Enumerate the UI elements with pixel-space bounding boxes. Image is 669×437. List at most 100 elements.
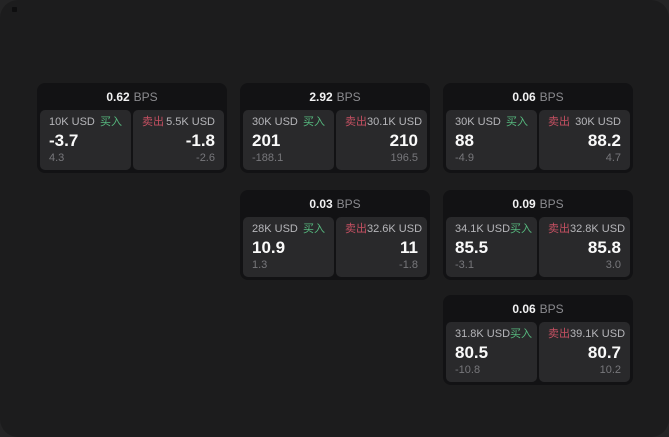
sell-price: 85.8 xyxy=(587,238,621,257)
buy-price: 85.5 xyxy=(455,238,489,257)
card-header: 0.06 BPS xyxy=(443,295,633,322)
buy-panel[interactable]: 34.1K USD 买入 85.5 -3.1 xyxy=(446,217,537,277)
buy-panel[interactable]: 10K USD 买入 -3.7 4.3 xyxy=(40,110,131,170)
quote-panels: 31.8K USD 买入 80.5 -10.8 卖出 39.1K USD 80.… xyxy=(443,322,633,385)
sell-side-label: 卖出 xyxy=(345,116,367,128)
sell-amount: 30K USD xyxy=(575,116,621,128)
buy-header-row: 31.8K USD 买入 xyxy=(455,328,532,340)
buy-side-label: 买入 xyxy=(100,116,122,128)
buy-change: 4.3 xyxy=(49,152,65,164)
sell-side-label: 卖出 xyxy=(345,223,367,235)
sell-panel[interactable]: 卖出 32.6K USD 11 -1.8 xyxy=(336,217,427,277)
sell-header-row: 卖出 30.1K USD xyxy=(345,116,422,128)
card-header: 2.92 BPS xyxy=(240,83,430,110)
sell-amount: 39.1K USD xyxy=(570,328,626,340)
sell-change: 3.0 xyxy=(605,259,621,271)
buy-price: 201 xyxy=(252,131,281,150)
quote-card: 0.09 BPS 34.1K USD 买入 85.5 -3.1 卖出 32.8K… xyxy=(443,190,633,280)
sell-header-row: 卖出 39.1K USD xyxy=(548,328,625,340)
buy-change: 1.3 xyxy=(252,259,268,271)
bps-unit-label: BPS xyxy=(539,196,564,211)
buy-change: -4.9 xyxy=(455,152,474,164)
quote-panels: 10K USD 买入 -3.7 4.3 卖出 5.5K USD -1.8 -2.… xyxy=(37,110,227,173)
sell-price: 11 xyxy=(400,238,418,257)
buy-change: -10.8 xyxy=(455,364,481,376)
sell-panel[interactable]: 卖出 30K USD 88.2 4.7 xyxy=(539,110,630,170)
quote-card: 2.92 BPS 30K USD 买入 201 -188.1 卖出 30.1K … xyxy=(240,83,430,173)
sell-side-label: 卖出 xyxy=(548,328,570,340)
sell-panel[interactable]: 卖出 30.1K USD 210 196.5 xyxy=(336,110,427,170)
sell-header-row: 卖出 30K USD xyxy=(548,117,621,128)
quote-card: 0.06 BPS 31.8K USD 买入 80.5 -10.8 卖出 39.1… xyxy=(443,295,633,385)
sell-header-row: 卖出 32.6K USD xyxy=(345,223,422,235)
sell-price: -1.8 xyxy=(185,131,215,150)
sell-side-label: 卖出 xyxy=(548,223,570,235)
sell-header-row: 卖出 5.5K USD xyxy=(142,117,215,128)
buy-header-row: 30K USD 买入 xyxy=(455,117,528,128)
bps-value: 0.06 xyxy=(512,301,536,316)
bps-value: 0.09 xyxy=(512,196,536,211)
quote-card: 0.06 BPS 30K USD 买入 88 -4.9 卖出 30K USD 8… xyxy=(443,83,633,173)
sell-change: 196.5 xyxy=(390,152,418,164)
buy-side-label: 买入 xyxy=(303,116,325,128)
sell-price: 88.2 xyxy=(587,131,621,150)
bps-unit-label: BPS xyxy=(133,89,158,104)
bps-value: 2.92 xyxy=(309,89,333,104)
buy-price: 10.9 xyxy=(252,238,286,257)
sell-panel[interactable]: 卖出 32.8K USD 85.8 3.0 xyxy=(539,217,630,277)
buy-panel[interactable]: 30K USD 买入 201 -188.1 xyxy=(243,110,334,170)
quote-panels: 30K USD 买入 201 -188.1 卖出 30.1K USD 210 1… xyxy=(240,110,430,173)
sell-change: -2.6 xyxy=(196,152,215,164)
bps-unit-label: BPS xyxy=(336,89,361,104)
buy-price: 80.5 xyxy=(455,343,489,362)
sell-amount: 32.6K USD xyxy=(367,223,423,235)
sell-price: 80.7 xyxy=(587,343,621,362)
sell-panel[interactable]: 卖出 39.1K USD 80.7 10.2 xyxy=(539,322,630,382)
buy-amount: 28K USD xyxy=(252,223,298,235)
buy-panel[interactable]: 30K USD 买入 88 -4.9 xyxy=(446,110,537,170)
buy-amount: 10K USD xyxy=(49,116,95,128)
sell-side-label: 卖出 xyxy=(548,116,570,128)
bps-unit-label: BPS xyxy=(539,301,564,316)
buy-price: -3.7 xyxy=(49,131,79,150)
buy-panel[interactable]: 28K USD 买入 10.9 1.3 xyxy=(243,217,334,277)
buy-side-label: 买入 xyxy=(510,328,533,340)
buy-header-row: 28K USD 买入 xyxy=(252,224,325,235)
sell-header-row: 卖出 32.8K USD xyxy=(548,223,625,235)
buy-side-label: 买入 xyxy=(510,223,533,235)
bps-unit-label: BPS xyxy=(539,89,564,104)
sell-change: -1.8 xyxy=(399,259,418,271)
card-header: 0.62 BPS xyxy=(37,83,227,110)
buy-amount: 30K USD xyxy=(252,116,298,128)
card-header: 0.09 BPS xyxy=(443,190,633,217)
buy-amount: 34.1K USD xyxy=(455,223,511,235)
buy-panel[interactable]: 31.8K USD 买入 80.5 -10.8 xyxy=(446,322,537,382)
buy-price: 88 xyxy=(455,131,474,150)
card-header: 0.03 BPS xyxy=(240,190,430,217)
bps-unit-label: BPS xyxy=(336,196,361,211)
quote-panels: 28K USD 买入 10.9 1.3 卖出 32.6K USD 11 -1.8 xyxy=(240,217,430,280)
buy-header-row: 34.1K USD 买入 xyxy=(455,223,532,235)
buy-header-row: 30K USD 买入 xyxy=(252,117,325,128)
buy-amount: 30K USD xyxy=(455,116,501,128)
sell-change: 4.7 xyxy=(605,152,621,164)
sell-panel[interactable]: 卖出 5.5K USD -1.8 -2.6 xyxy=(133,110,224,170)
quote-panels: 30K USD 买入 88 -4.9 卖出 30K USD 88.2 4.7 xyxy=(443,110,633,173)
sell-amount: 5.5K USD xyxy=(166,116,215,128)
buy-change: -188.1 xyxy=(252,152,284,164)
quote-card: 0.03 BPS 28K USD 买入 10.9 1.3 卖出 32.6K US… xyxy=(240,190,430,280)
quote-panels: 34.1K USD 买入 85.5 -3.1 卖出 32.8K USD 85.8… xyxy=(443,217,633,280)
sell-amount: 32.8K USD xyxy=(570,223,626,235)
bps-value: 0.03 xyxy=(309,196,333,211)
bps-value: 0.06 xyxy=(512,89,536,104)
buy-amount: 31.8K USD xyxy=(455,328,511,340)
sell-price: 210 xyxy=(389,131,418,150)
sell-change: 10.2 xyxy=(599,364,621,376)
card-header: 0.06 BPS xyxy=(443,83,633,110)
buy-side-label: 买入 xyxy=(506,116,528,128)
buy-side-label: 买入 xyxy=(303,223,325,235)
sell-side-label: 卖出 xyxy=(142,116,164,128)
corner-marker-dot xyxy=(12,7,17,12)
buy-change: -3.1 xyxy=(455,259,474,271)
